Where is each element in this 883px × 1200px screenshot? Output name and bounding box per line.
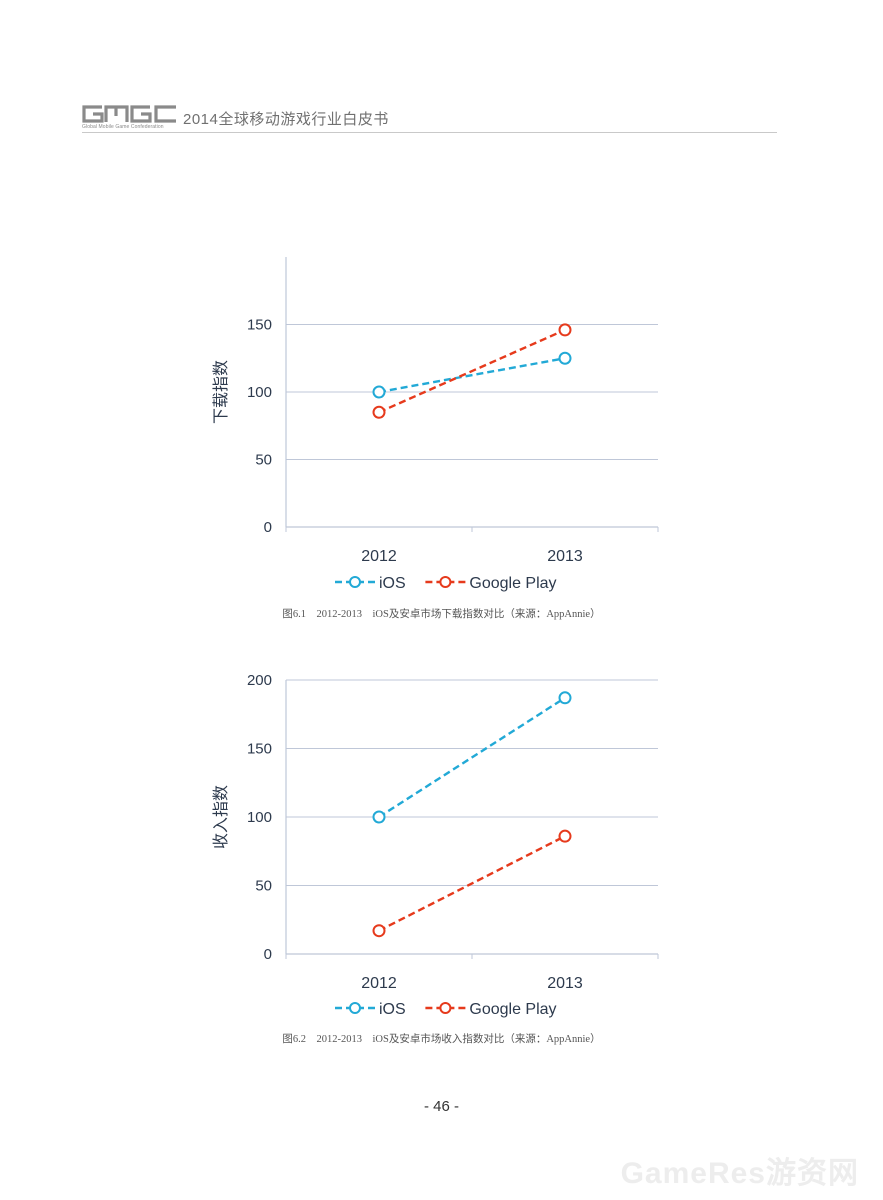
y-tick-label: 50	[255, 452, 272, 469]
x-category-label: 2013	[547, 548, 583, 565]
series-line-google-play	[378, 835, 566, 932]
legend-swatch-marker	[349, 1002, 361, 1014]
logo-subtitle: Global Mobile Game Confederation	[82, 124, 164, 130]
x-category-label: 2013	[547, 975, 583, 992]
page-header: Global Mobile Game Confederation 2014全球移…	[82, 104, 777, 133]
data-point-google-play	[372, 405, 386, 419]
y-tick-label: 100	[247, 384, 272, 401]
legend-label: iOS	[379, 1001, 406, 1018]
legend-label: Google Play	[469, 1001, 556, 1018]
gmgc-logo	[82, 105, 176, 123]
y-axis-title: 收入指数	[211, 785, 230, 849]
x-category-label: 2012	[361, 548, 397, 565]
data-point-ios	[372, 385, 386, 399]
y-tick-label: 50	[255, 878, 272, 895]
y-axis-title: 下载指数	[211, 360, 230, 424]
figure-caption-1: 图6.1 2012-2013 iOS及安卓市场下载指数对比（来源：AppAnni…	[282, 609, 601, 620]
y-tick-label: 150	[247, 741, 272, 758]
y-tick-label: 100	[247, 809, 272, 826]
data-point-google-play	[558, 829, 572, 843]
page-number: - 46 -	[423, 1098, 459, 1115]
legend-label: iOS	[379, 575, 406, 592]
data-point-google-play	[372, 924, 386, 938]
watermark: GameRes游资网	[620, 1157, 859, 1190]
data-point-ios	[558, 691, 572, 705]
y-tick-label: 150	[247, 317, 272, 334]
revenue-index-chart: 0 50 100 150 200 2012 2013 收入指数 iOS Google Play	[200, 668, 680, 1023]
y-tick-label: 0	[264, 519, 272, 536]
y-tick-label: 0	[264, 946, 272, 963]
series-line-ios	[378, 357, 566, 394]
legend-swatch-marker	[439, 576, 452, 588]
download-index-chart: 0 50 100 150 2012 2013 下载指数 iOS Google Play	[200, 250, 680, 595]
data-point-ios	[558, 351, 572, 365]
y-tick-label: 200	[247, 672, 272, 689]
data-point-ios	[372, 810, 386, 824]
series-line-google-play	[378, 328, 566, 414]
legend-swatch-marker	[349, 576, 361, 588]
legend-swatch-marker	[439, 1002, 452, 1014]
document-title: 2014全球移动游戏行业白皮书	[183, 111, 389, 128]
revenue-index-chart-svg: 0 50 100 150 200 2012 2013 收入指数 iOS Google Play	[211, 672, 659, 1018]
download-index-chart-svg: 0 50 100 150 2012 2013 下载指数 iOS Google Play	[211, 257, 659, 592]
data-point-google-play	[558, 323, 572, 337]
figure-caption-2: 图6.2 2012-2013 iOS及安卓市场收入指数对比（来源：AppAnni…	[282, 1034, 601, 1045]
legend-label: Google Play	[469, 575, 556, 592]
series-line-ios	[378, 696, 566, 819]
x-category-label: 2012	[361, 975, 397, 992]
